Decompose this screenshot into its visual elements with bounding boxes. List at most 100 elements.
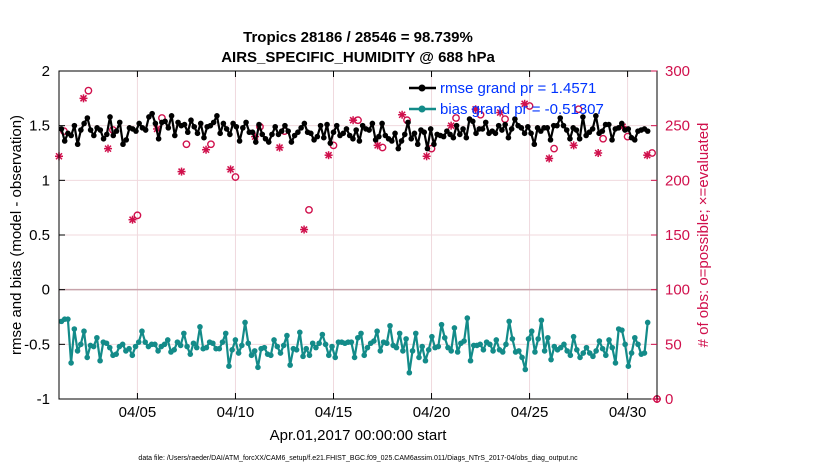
bias-point: [77, 341, 84, 348]
bias-point: [210, 340, 216, 347]
rmse-point: [599, 128, 606, 134]
obs-evaluated-point: [594, 149, 603, 157]
bias-point: [332, 354, 339, 361]
bias-point: [287, 362, 293, 368]
rmse-point: [554, 122, 560, 129]
bias-point: [316, 340, 322, 347]
bias-point: [297, 329, 303, 336]
bias-point: [606, 337, 612, 343]
bias-point: [261, 344, 268, 351]
obs-possible-point: [305, 205, 313, 214]
rmse-point: [431, 141, 437, 148]
rmse-point: [236, 138, 243, 144]
rmse-point: [505, 134, 512, 141]
rmse-point: [113, 128, 120, 134]
x-tick-label: 04/05: [119, 404, 157, 421]
bias-point: [532, 349, 538, 355]
bias-point: [506, 318, 512, 325]
obs-evaluated-point: [643, 151, 652, 160]
bias-point: [155, 348, 161, 354]
bias-point: [126, 345, 132, 352]
rmse-point: [278, 128, 285, 134]
x-tick-label: 04/30: [609, 404, 647, 421]
rmse-point: [71, 122, 78, 129]
rmse-point: [528, 130, 534, 137]
rmse-point: [379, 120, 385, 127]
bias-point: [528, 328, 535, 335]
bias-series: [58, 315, 651, 376]
rmse-point: [405, 119, 411, 126]
bias-point: [329, 343, 335, 350]
bias-point: [306, 352, 313, 359]
obs-possible-point: [476, 110, 485, 119]
obs-evaluated-point: [128, 215, 137, 224]
rmse-point: [356, 138, 363, 144]
bias-point: [364, 344, 371, 351]
rmse-point: [320, 134, 327, 141]
bias-point: [113, 351, 120, 357]
rmse-point: [58, 126, 65, 132]
obs-evaluated-point: [202, 145, 211, 154]
rmse-point: [424, 145, 431, 152]
bias-point: [454, 349, 461, 355]
bias-point: [499, 349, 506, 355]
rmse-point: [395, 145, 402, 152]
rmse-point: [149, 110, 155, 117]
rmse-point: [450, 134, 457, 141]
bias-point: [277, 350, 284, 356]
x-tick-label: 04/25: [511, 404, 549, 421]
rmse-point: [220, 120, 227, 127]
y-tick-label: 0.5: [29, 227, 50, 244]
bias-point: [625, 363, 632, 370]
rmse-point: [256, 121, 262, 128]
chart-subtitle: AIRS_SPECIFIC_HUMIDITY @ 688 hPa: [221, 49, 495, 66]
rmse-point: [191, 123, 198, 130]
bias-point: [161, 341, 168, 348]
x-tick-label: 04/15: [315, 404, 353, 421]
bias-point: [181, 330, 187, 337]
obs-possible-point: [574, 105, 583, 114]
bias-point: [538, 317, 545, 324]
bias-point: [106, 344, 113, 351]
bias-point: [493, 337, 500, 343]
bias-point: [487, 341, 493, 348]
bias-point: [628, 350, 635, 356]
bias-point: [326, 352, 332, 359]
rmse-point: [168, 113, 175, 119]
y-axis-label: rmse and bias (model - observation): [8, 115, 25, 355]
bias-point: [193, 344, 200, 351]
rmse-point: [68, 132, 74, 139]
y-right-tick-label: 50: [665, 336, 682, 353]
bias-point: [219, 339, 226, 345]
bias-point: [641, 350, 648, 356]
bias-point: [425, 347, 432, 353]
bias-point: [429, 333, 435, 340]
rmse-point: [508, 126, 515, 132]
bias-point: [371, 338, 377, 344]
y-tick-label: -0.5: [24, 336, 50, 353]
bias-point: [132, 343, 139, 350]
rmse-point: [499, 127, 505, 133]
observation-counts: [55, 86, 661, 403]
y-tick-label: 1: [42, 172, 50, 189]
rmse-point: [116, 119, 123, 126]
bias-point: [232, 337, 239, 343]
rmse-point: [120, 141, 126, 148]
bias-point: [435, 343, 442, 350]
rmse-point: [181, 121, 188, 128]
rmse-point: [162, 118, 168, 125]
rmse-point: [214, 113, 220, 119]
bias-point: [139, 328, 145, 335]
obs-evaluated-point: [177, 167, 186, 176]
bias-point: [570, 333, 577, 340]
rmse-point: [123, 137, 130, 143]
rmse-point: [353, 127, 359, 133]
legend-rmse-marker: [418, 84, 426, 92]
bias-point: [322, 341, 329, 348]
rmse-point: [103, 131, 110, 138]
bias-point: [177, 342, 184, 349]
rmse-point: [473, 130, 479, 137]
obs-possible-point: [452, 114, 460, 122]
x-tick-label: 04/20: [413, 404, 451, 421]
rmse-point: [97, 127, 104, 133]
